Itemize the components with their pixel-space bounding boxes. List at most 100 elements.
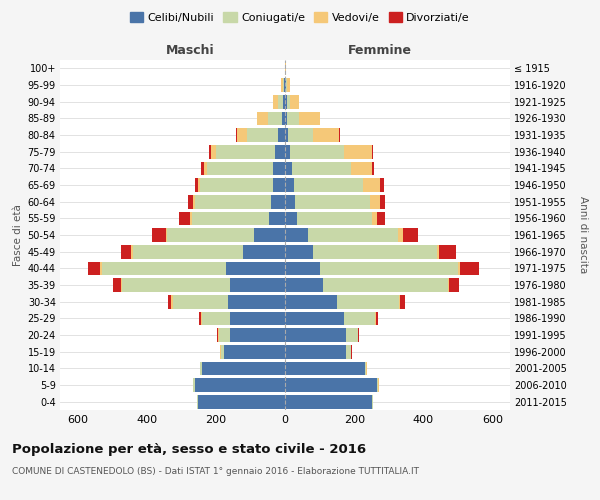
Bar	[200, 178, 273, 192]
Bar	[283, 78, 284, 92]
Bar	[275, 145, 285, 158]
Bar	[338, 128, 340, 142]
Bar	[236, 128, 247, 142]
Bar	[285, 378, 377, 392]
Bar	[337, 295, 399, 308]
Bar	[269, 212, 285, 225]
Bar	[371, 395, 373, 408]
Bar	[188, 195, 193, 208]
Bar	[370, 195, 380, 208]
Bar	[219, 328, 230, 342]
Bar	[285, 228, 308, 242]
Bar	[399, 295, 400, 308]
Bar	[216, 145, 275, 158]
Bar	[113, 278, 121, 292]
Bar	[285, 345, 346, 358]
Bar	[285, 395, 371, 408]
Bar	[244, 245, 285, 258]
Bar	[195, 178, 199, 192]
Bar	[285, 145, 290, 158]
Bar	[403, 228, 418, 242]
Bar	[199, 178, 200, 192]
Bar	[299, 112, 320, 125]
Bar	[221, 345, 224, 358]
Bar	[207, 162, 273, 175]
Bar	[200, 362, 202, 375]
Bar	[122, 278, 230, 292]
Bar	[100, 262, 101, 275]
Bar	[281, 112, 285, 125]
Bar	[286, 78, 287, 92]
Bar	[172, 295, 173, 308]
Bar	[371, 145, 373, 158]
Bar	[285, 278, 323, 292]
Bar	[313, 245, 437, 258]
Bar	[217, 328, 218, 342]
Bar	[271, 195, 285, 208]
Y-axis label: Fasce di età: Fasce di età	[13, 204, 23, 266]
Bar	[285, 95, 287, 108]
Bar	[375, 312, 376, 325]
Bar	[228, 295, 285, 308]
Bar	[320, 262, 458, 275]
Bar	[460, 262, 479, 275]
Bar	[287, 95, 290, 108]
Bar	[226, 262, 285, 275]
Bar	[230, 312, 285, 325]
Bar	[380, 195, 385, 208]
Bar	[202, 312, 230, 325]
Bar	[308, 228, 398, 242]
Bar	[203, 162, 207, 175]
Bar	[285, 128, 289, 142]
Bar	[88, 262, 100, 275]
Bar	[365, 362, 367, 375]
Bar	[133, 245, 244, 258]
Bar	[101, 262, 226, 275]
Bar	[371, 212, 377, 225]
Bar	[167, 228, 254, 242]
Bar	[285, 295, 337, 308]
Bar	[230, 328, 285, 342]
Bar	[209, 145, 211, 158]
Text: COMUNE DI CASTENEDOLO (BS) - Dati ISTAT 1° gennaio 2016 - Elaborazione TUTTITALI: COMUNE DI CASTENEDOLO (BS) - Dati ISTAT …	[12, 468, 419, 476]
Bar	[193, 378, 195, 392]
Bar	[371, 162, 374, 175]
Bar	[285, 262, 320, 275]
Bar	[323, 278, 448, 292]
Bar	[285, 362, 365, 375]
Bar	[297, 212, 371, 225]
Bar	[273, 178, 285, 192]
Bar	[287, 78, 290, 92]
Bar	[380, 178, 383, 192]
Bar	[168, 295, 172, 308]
Bar	[202, 362, 285, 375]
Bar	[290, 95, 299, 108]
Bar	[278, 128, 285, 142]
Bar	[351, 345, 352, 358]
Bar	[285, 312, 344, 325]
Bar	[293, 178, 363, 192]
Bar	[437, 245, 439, 258]
Bar	[199, 395, 285, 408]
Text: Femmine: Femmine	[347, 44, 412, 57]
Bar	[166, 228, 167, 242]
Bar	[257, 112, 268, 125]
Bar	[201, 312, 202, 325]
Bar	[363, 178, 380, 192]
Bar	[121, 278, 122, 292]
Y-axis label: Anni di nascita: Anni di nascita	[578, 196, 588, 274]
Bar	[285, 212, 297, 225]
Bar	[285, 195, 295, 208]
Bar	[313, 128, 338, 142]
Legend: Celibi/Nubili, Coniugati/e, Vedovi/e, Divorziati/e: Celibi/Nubili, Coniugati/e, Vedovi/e, Di…	[125, 8, 475, 28]
Bar	[235, 128, 236, 142]
Bar	[351, 162, 371, 175]
Bar	[254, 228, 285, 242]
Bar	[285, 245, 313, 258]
Bar	[448, 278, 449, 292]
Bar	[283, 95, 285, 108]
Bar	[376, 312, 378, 325]
Bar	[191, 212, 269, 225]
Bar	[295, 195, 370, 208]
Text: Popolazione per età, sesso e stato civile - 2016: Popolazione per età, sesso e stato civil…	[12, 442, 366, 456]
